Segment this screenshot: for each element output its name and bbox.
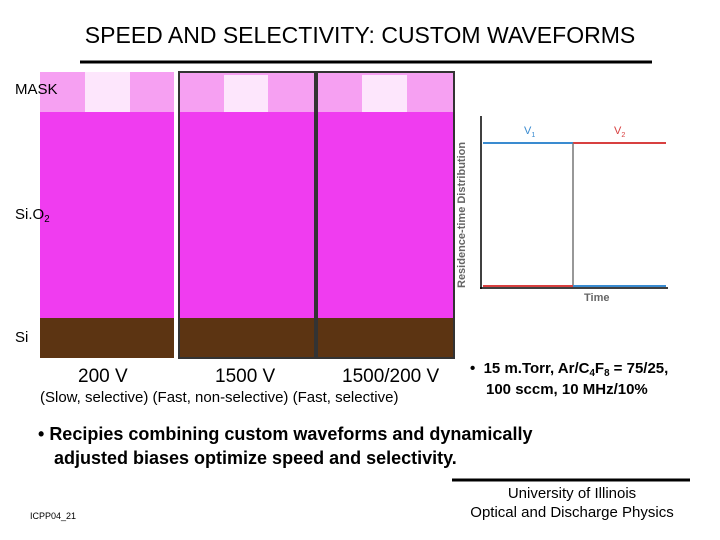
v2-label: V2 [614, 125, 625, 139]
panel-label: 1500/200 V [342, 366, 440, 387]
mask-opening [85, 72, 130, 112]
silicon-layer [180, 318, 314, 358]
text: V [614, 125, 622, 137]
inset-y-label: Residence-time Distribution [456, 141, 468, 288]
oxide-layer [180, 112, 314, 318]
org-line: University of Illinois [507, 485, 637, 502]
org-line: Optical and Discharge Physics [470, 504, 674, 521]
subscript: 1 [531, 131, 536, 139]
oxide-layer [318, 112, 453, 318]
panel-frame [178, 71, 316, 359]
substrate-label: Si [15, 329, 29, 346]
silicon-layer [318, 318, 453, 358]
inset-x-label: Time [584, 292, 610, 304]
text: Si.O [15, 206, 45, 223]
panel-caption: (Slow, selective) (Fast, non-selective) … [40, 389, 399, 406]
bullet-line: adjusted biases optimize speed and selec… [54, 448, 457, 468]
subscript: 4 [589, 368, 595, 379]
silicon-layer [40, 318, 174, 358]
mask-opening [362, 75, 407, 112]
title: SPEED AND SELECTIVITY: CUSTOM WAVEFORMS [84, 22, 636, 48]
subscript: 2 [44, 214, 50, 225]
v1-label: V1 [524, 125, 535, 139]
subscript: 8 [604, 368, 610, 379]
mask-opening [224, 75, 268, 112]
panel-label: 1500 V [215, 366, 276, 387]
panel-label: 200 V [78, 366, 128, 387]
subscript: 2 [621, 131, 626, 139]
conditions-line: • 15 m.Torr, Ar/C4F8 = 75/25, [470, 360, 669, 379]
text: 15 m.Torr, Ar/C [483, 360, 590, 377]
oxide-layer [40, 112, 174, 318]
slide-code: ICPP04_21 [30, 511, 77, 521]
text: F [594, 360, 605, 377]
mask-label: MASK [15, 81, 58, 98]
panel-frame [316, 71, 455, 359]
text: = 75/25, [609, 360, 669, 377]
conditions-line: 100 sccm, 10 MHz/10% [486, 381, 648, 398]
text: Recipies combining custom waveforms and … [49, 424, 533, 444]
bullet-line: • Recipies combining custom waveforms an… [38, 424, 533, 444]
text: V [524, 125, 532, 137]
oxide-label: Si.O2 [15, 206, 50, 225]
